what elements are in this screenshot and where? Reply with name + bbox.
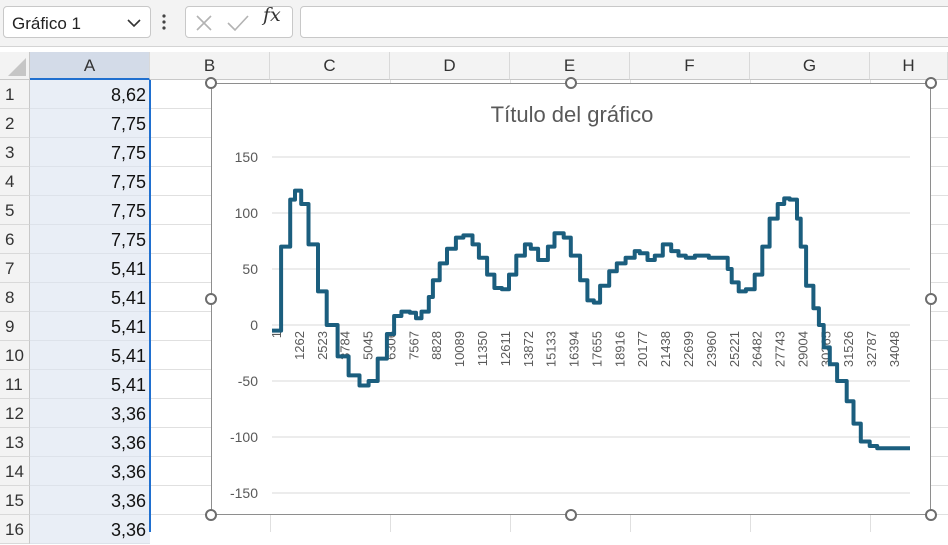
x-tick-label: 7567 (406, 331, 421, 360)
y-tick-label: 50 (242, 261, 258, 277)
cell-a6[interactable]: 7,75 (30, 225, 150, 254)
cell-a8[interactable]: 5,41 (30, 283, 150, 312)
x-tick-label: 18916 (612, 331, 627, 367)
x-tick-label: 10089 (452, 331, 467, 367)
chevron-down-icon (127, 19, 141, 28)
row-header[interactable]: 14 (0, 457, 30, 486)
x-tick-label: 34048 (887, 331, 902, 367)
x-tick-label: 29004 (795, 331, 810, 367)
cell-a2[interactable]: 7,75 (30, 109, 150, 138)
formula-bar: Gráfico 1 fx (0, 0, 948, 47)
formula-actions (185, 6, 293, 38)
resize-handle-top-left[interactable] (205, 77, 217, 89)
confirm-icon[interactable] (226, 13, 250, 33)
row-header[interactable]: 6 (0, 225, 30, 254)
x-tick-label: 26482 (750, 331, 765, 367)
row-header[interactable]: 1 (0, 80, 30, 109)
x-tick-label: 15133 (544, 331, 559, 367)
name-box[interactable]: Gráfico 1 (3, 6, 151, 38)
column-header-f[interactable]: F (630, 52, 750, 80)
x-tick-label: 3784 (338, 331, 353, 360)
chart-title[interactable]: Título del gráfico (490, 102, 654, 127)
column-header-a[interactable]: A (30, 52, 150, 80)
y-tick-label: 100 (235, 205, 259, 221)
cell-a1[interactable]: 8,62 (30, 80, 150, 109)
y-tick-label: 0 (250, 317, 258, 333)
cell-a9[interactable]: 5,41 (30, 312, 150, 341)
select-all-triangle-icon (8, 58, 26, 76)
x-tick-label: 8828 (429, 331, 444, 360)
column-header-d[interactable]: D (390, 52, 510, 80)
cell-a13[interactable]: 3,36 (30, 428, 150, 457)
y-tick-label: -100 (230, 429, 258, 445)
x-tick-label: 22699 (681, 331, 696, 367)
cell-a16[interactable]: 3,36 (30, 515, 150, 544)
cell-a15[interactable]: 3,36 (30, 486, 150, 515)
cell-a7[interactable]: 5,41 (30, 254, 150, 283)
row-header[interactable]: 4 (0, 167, 30, 196)
row-header[interactable]: 7 (0, 254, 30, 283)
row-header[interactable]: 5 (0, 196, 30, 225)
row-header[interactable]: 10 (0, 341, 30, 370)
x-tick-label: 13872 (521, 331, 536, 367)
select-all-corner[interactable] (0, 52, 30, 80)
resize-handle-right[interactable] (925, 293, 937, 305)
column-header-e[interactable]: E (510, 52, 630, 80)
resize-handle-top-right[interactable] (925, 77, 937, 89)
insert-function-button[interactable]: fx (263, 4, 281, 26)
row-header[interactable]: 9 (0, 312, 30, 341)
y-tick-label: -50 (238, 373, 258, 389)
x-tick-label: 21438 (658, 331, 673, 367)
x-tick-label: 12611 (498, 331, 513, 366)
resize-handle-bottom-left[interactable] (205, 509, 217, 521)
x-tick-label: 2523 (315, 331, 330, 360)
column-header-c[interactable]: C (270, 52, 390, 80)
resize-handle-bottom-right[interactable] (925, 509, 937, 521)
x-tick-label: 32787 (864, 331, 879, 367)
cancel-icon[interactable] (194, 13, 214, 33)
x-tick-label: 5045 (361, 331, 376, 360)
column-header-h[interactable]: H (870, 52, 948, 80)
y-tick-label: -150 (230, 485, 258, 501)
x-tick-label: 20177 (635, 331, 650, 367)
resize-handle-left[interactable] (205, 293, 217, 305)
x-tick-label: 25221 (727, 331, 742, 367)
x-tick-label: 27743 (773, 331, 788, 367)
x-tick-label: 1 (269, 331, 284, 338)
x-tick-label: 11350 (475, 331, 490, 366)
resize-handle-top[interactable] (565, 77, 577, 89)
column-header-b[interactable]: B (150, 52, 270, 80)
row-header[interactable]: 15 (0, 486, 30, 515)
row-header[interactable]: 11 (0, 370, 30, 399)
x-tick-label: 17655 (589, 331, 604, 367)
row-header[interactable]: 12 (0, 399, 30, 428)
row-header[interactable]: 2 (0, 109, 30, 138)
cell-a10[interactable]: 5,41 (30, 341, 150, 370)
x-tick-label: 23960 (704, 331, 719, 367)
x-tick-label: 16394 (567, 331, 582, 367)
x-tick-label: 31526 (841, 331, 856, 367)
more-options-icon[interactable] (161, 12, 167, 32)
y-tick-label: 150 (235, 149, 259, 165)
cell-a5[interactable]: 7,75 (30, 196, 150, 225)
column-a-selection-border (149, 80, 151, 532)
name-box-value: Gráfico 1 (12, 14, 81, 33)
row-header[interactable]: 16 (0, 515, 30, 544)
chart-object[interactable]: Título del gráfico 150 100 50 0 -50 -100 -150 1… (211, 83, 931, 515)
cell-a14[interactable]: 3,36 (30, 457, 150, 486)
row-header[interactable]: 3 (0, 138, 30, 167)
cell-a12[interactable]: 3,36 (30, 399, 150, 428)
cell-a4[interactable]: 7,75 (30, 167, 150, 196)
row-header[interactable]: 8 (0, 283, 30, 312)
row-header[interactable]: 13 (0, 428, 30, 457)
column-header-g[interactable]: G (750, 52, 870, 80)
series-line (272, 188, 910, 451)
x-tick-label: 1262 (292, 331, 307, 360)
cell-a3[interactable]: 7,75 (30, 138, 150, 167)
formula-input[interactable] (300, 6, 948, 38)
cell-a11[interactable]: 5,41 (30, 370, 150, 399)
resize-handle-bottom[interactable] (565, 509, 577, 521)
